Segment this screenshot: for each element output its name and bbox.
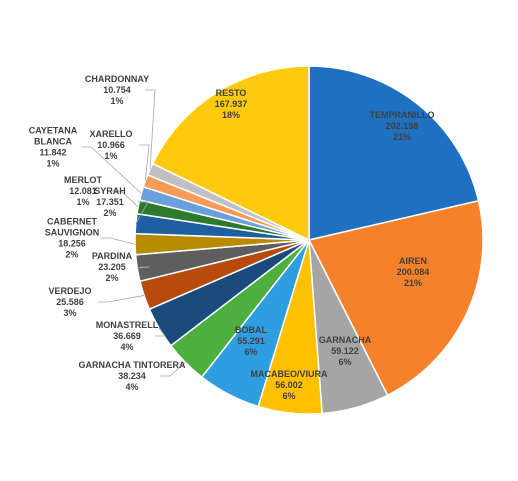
leader-line-cayetana-blanca: [81, 146, 142, 194]
data-label-chardonnay: CHARDONNAY 10.754 1%: [85, 74, 149, 106]
data-label-syrah: SYRAH 17.351 2%: [94, 186, 126, 218]
leader-line-monastrell: [155, 327, 166, 337]
leader-line-pardina: [137, 266, 151, 269]
data-label-verdejo: VERDEJO 25.586 3%: [48, 286, 91, 318]
data-label-merlot: MERLOT 12.081 1%: [64, 175, 102, 207]
leader-line-merlot: [111, 190, 139, 208]
leader-line-cabernet-sauvignon: [100, 237, 136, 245]
leader-line-chardonnay: [145, 89, 156, 170]
data-label-monastrell: MONASTRELL 36.669 4%: [96, 320, 159, 352]
data-label-garnacha-tintorera: GARNACHA TINTORERA 38.234 4%: [79, 360, 186, 392]
data-label-airen: AIREN 200.084 21%: [397, 256, 430, 288]
data-label-pardina: PARDINA 23.205 2%: [92, 251, 133, 283]
data-label-garnacha: GARNACHA 59.122 6%: [319, 335, 372, 367]
leader-line-syrah: [135, 201, 149, 224]
data-label-cayetana-blanca: CAYETANA BLANCA 11.842 1%: [29, 126, 78, 169]
slice-tempranillo: [308, 65, 480, 241]
leader-line-garnacha-tintorera: [160, 362, 186, 377]
data-label-resto: RESTO 167.937 18%: [215, 88, 248, 120]
data-label-xarello: XARELLO 10.966 1%: [89, 129, 132, 161]
data-label-macabeo-viura: MACABEO/VIURA 56.002 6%: [250, 369, 328, 401]
data-label-tempranillo: TEMPRANILLO 202.198 21%: [370, 110, 435, 142]
slice-resto: [151, 65, 310, 242]
leader-line-xarello: [139, 144, 150, 181]
leader-line-verdejo: [98, 295, 145, 303]
data-label-bobal: BOBAL 55.291 6%: [235, 325, 267, 357]
data-label-cabernet-sauvignon: CABERNET SAUVIGNON 18.256 2%: [45, 217, 100, 260]
slice-airen: [307, 199, 484, 397]
